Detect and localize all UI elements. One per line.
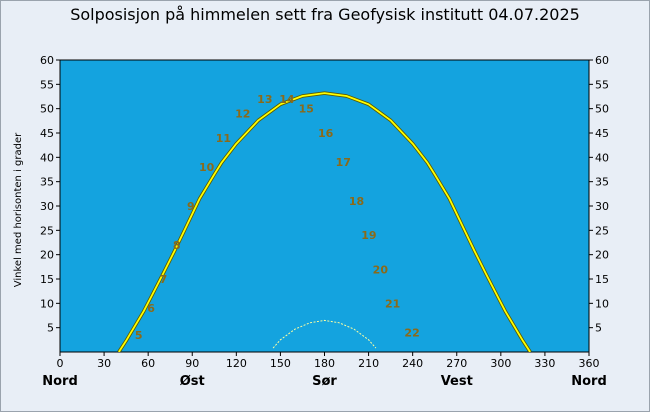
y-axis-label: Vinkel med horisonten i grader — [13, 132, 24, 287]
hour-label: 7 — [160, 273, 168, 286]
y-tick-label: 15 — [40, 273, 54, 286]
hour-label: 20 — [373, 263, 389, 276]
y-tick-label-right: 50 — [595, 103, 609, 116]
x-tick-label: 60 — [141, 357, 155, 370]
hour-label: 15 — [299, 103, 314, 116]
y-tick-label: 10 — [40, 297, 54, 310]
x-tick-label: 360 — [579, 357, 600, 370]
y-tick-label: 30 — [40, 200, 54, 213]
y-tick-label-right: 40 — [595, 151, 609, 164]
y-tick-label-right: 45 — [595, 127, 609, 140]
hour-label: 18 — [349, 195, 364, 208]
compass-label: Nord — [42, 374, 78, 389]
plot-area — [59, 59, 590, 353]
x-tick-label: 90 — [185, 357, 199, 370]
x-tick-label: 150 — [270, 357, 291, 370]
hour-label: 12 — [235, 108, 250, 121]
x-tick-label: 180 — [314, 357, 335, 370]
compass-label: Vest — [441, 374, 473, 389]
chart-title: Solposisjon på himmelen sett fra Geofysi… — [70, 5, 580, 24]
y-tick-label: 20 — [40, 249, 54, 262]
y-tick-label-right: 55 — [595, 78, 609, 91]
y-tick-label: 40 — [40, 151, 54, 164]
x-tick-label: 240 — [402, 357, 423, 370]
x-tick-label: 120 — [226, 357, 247, 370]
hour-label: 22 — [404, 327, 419, 340]
compass-labels: Nord Øst Sør Vest Nord — [42, 374, 607, 389]
secondary-path-line — [272, 319, 377, 349]
y-tick-label-right: 30 — [595, 200, 609, 213]
y-tick-label-right: 35 — [595, 176, 609, 189]
y-tick-label: 55 — [40, 78, 54, 91]
y-tick-label: 5 — [47, 322, 54, 335]
hour-labels: 5 6 7 8 9 10 11 12 13 14 15 16 17 18 19 20 21 22 — [135, 93, 420, 342]
y-tick-label-right: 20 — [595, 249, 609, 262]
hour-label: 14 — [279, 93, 295, 106]
y-tick-label: 35 — [40, 176, 54, 189]
y-tick-label: 45 — [40, 127, 54, 140]
x-tick-label: 270 — [446, 357, 467, 370]
compass-label: Sør — [312, 374, 337, 389]
x-tick-label: 30 — [97, 357, 111, 370]
y-tick-label: 50 — [40, 103, 54, 116]
hour-label: 17 — [336, 156, 351, 169]
hour-label: 21 — [385, 297, 400, 310]
x-tick-label: 330 — [534, 357, 555, 370]
hour-label: 19 — [361, 229, 376, 242]
y-tick-label: 60 — [40, 54, 54, 67]
hour-label: 6 — [147, 302, 155, 315]
hour-label: 5 — [135, 329, 143, 342]
hour-label: 16 — [318, 127, 334, 140]
hour-label: 10 — [199, 161, 215, 174]
y-tick-label-right: 15 — [595, 273, 609, 286]
compass-label: Nord — [571, 374, 607, 389]
y-tick-label-right: 60 — [595, 54, 609, 67]
x-tick-label: 0 — [57, 357, 64, 370]
x-tick-label: 300 — [490, 357, 511, 370]
sun-path-line — [118, 92, 531, 352]
y-tick-label-right: 25 — [595, 224, 609, 237]
hour-label: 8 — [173, 239, 181, 252]
y-tick-label-right: 10 — [595, 297, 609, 310]
x-tick-label: 210 — [358, 357, 379, 370]
hour-label: 13 — [257, 93, 272, 106]
series-group — [117, 91, 532, 352]
y-tick-label: 25 — [40, 224, 54, 237]
y-tick-label-right: 5 — [595, 322, 602, 335]
hour-label: 11 — [216, 132, 231, 145]
compass-label: Øst — [180, 374, 205, 389]
hour-label: 9 — [187, 200, 195, 213]
